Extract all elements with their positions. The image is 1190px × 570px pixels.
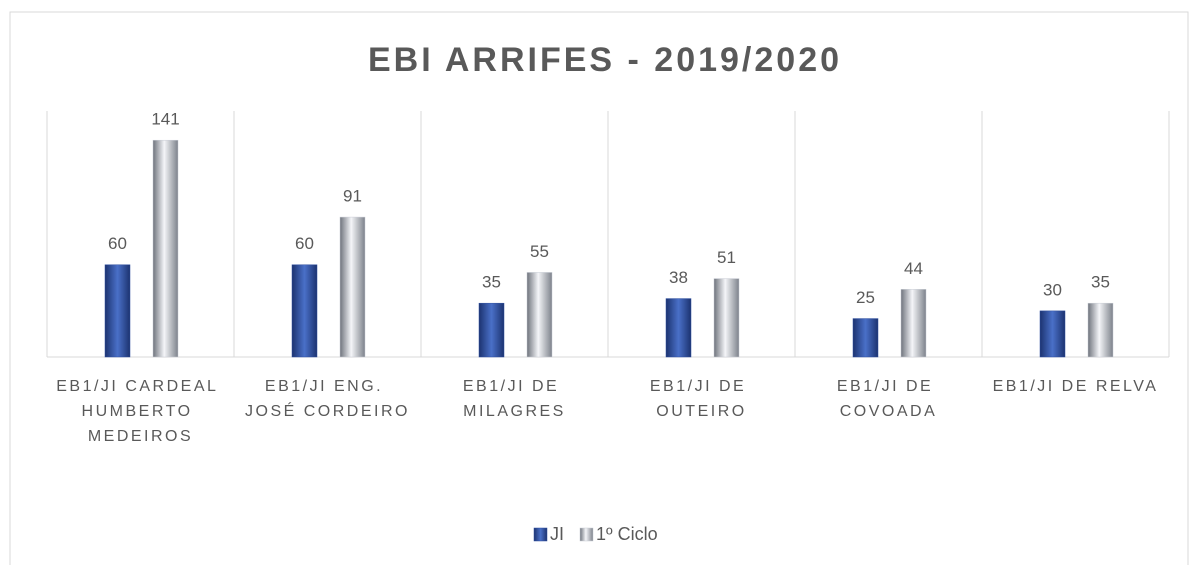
bar — [291, 264, 318, 358]
data-label: 60 — [295, 234, 314, 253]
x-tick-label: EB1/JI DE MILAGRES — [463, 378, 566, 420]
legend-swatch — [533, 527, 548, 542]
bar — [665, 298, 692, 358]
x-tick-label: EB1/JI ENG. JOSÉ CORDEIRO — [245, 378, 410, 420]
legend-label: JI — [550, 524, 564, 544]
data-label: 60 — [108, 234, 127, 253]
bar — [1039, 310, 1066, 358]
data-label: 38 — [669, 268, 688, 287]
bar — [852, 318, 879, 358]
bar — [339, 216, 366, 358]
bar — [900, 289, 927, 358]
legend-label: 1º Ciclo — [596, 524, 658, 544]
x-tick-label: EB1/JI DE OUTEIRO — [650, 378, 753, 420]
legend-swatch — [579, 527, 594, 542]
bar — [104, 264, 131, 358]
data-label: 30 — [1043, 280, 1062, 299]
chart-title: EBI ARRIFES - 2019/2020 — [368, 41, 842, 79]
chart-border — [9, 11, 1189, 570]
data-label: 141 — [151, 110, 179, 129]
data-label: 44 — [904, 259, 923, 278]
data-label: 91 — [343, 187, 362, 206]
bar — [526, 272, 553, 358]
data-label: 25 — [856, 288, 875, 307]
data-label: 51 — [717, 248, 736, 267]
data-label: 55 — [530, 242, 549, 261]
x-tick-label: EB1/JI DE RELVA — [993, 378, 1159, 395]
data-label: 35 — [1091, 273, 1110, 292]
x-tick-label: EB1/JI CARDEAL HUMBERTO MEDEIROS — [56, 378, 225, 445]
bar — [478, 302, 505, 358]
x-tick-label: EB1/JI DE COVOADA — [837, 378, 940, 420]
bar — [713, 278, 740, 358]
bar — [1087, 302, 1114, 358]
bar — [152, 139, 179, 358]
data-label: 35 — [482, 273, 501, 292]
